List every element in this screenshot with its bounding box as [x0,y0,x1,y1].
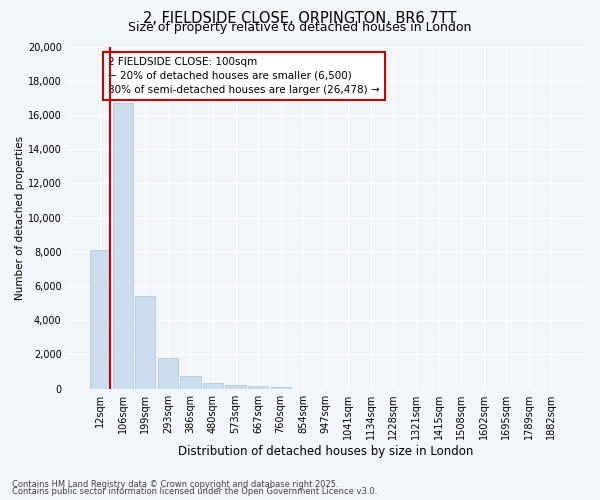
X-axis label: Distribution of detached houses by size in London: Distribution of detached houses by size … [178,444,473,458]
Y-axis label: Number of detached properties: Number of detached properties [15,136,25,300]
Bar [248,386,268,388]
Text: 2, FIELDSIDE CLOSE, ORPINGTON, BR6 7TT: 2, FIELDSIDE CLOSE, ORPINGTON, BR6 7TT [143,11,457,26]
Text: Size of property relative to detached houses in London: Size of property relative to detached ho… [128,21,472,34]
Bar [203,383,223,388]
Bar [158,358,178,388]
Bar [271,387,291,388]
Text: Contains HM Land Registry data © Crown copyright and database right 2025.: Contains HM Land Registry data © Crown c… [12,480,338,489]
Text: 2 FIELDSIDE CLOSE: 100sqm
← 20% of detached houses are smaller (6,500)
80% of se: 2 FIELDSIDE CLOSE: 100sqm ← 20% of detac… [108,57,380,95]
Bar [180,376,200,388]
Text: Contains public sector information licensed under the Open Government Licence v3: Contains public sector information licen… [12,487,377,496]
Bar [135,296,155,388]
Bar [226,385,245,388]
Bar [113,103,133,389]
Bar [90,250,110,388]
